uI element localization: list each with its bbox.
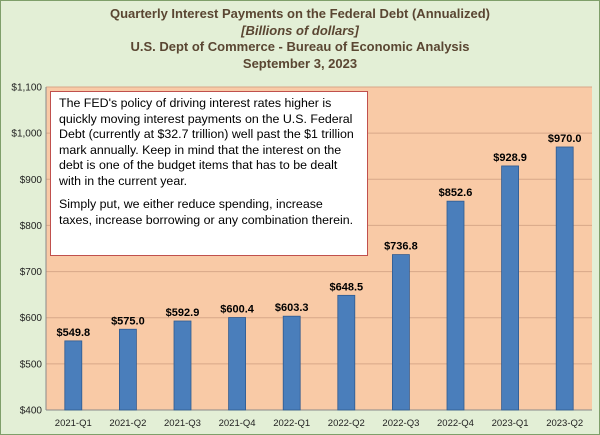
data-label-2022-Q3: $736.8 [384,241,418,253]
data-label-2022-Q1: $603.3 [275,302,309,314]
x-tick-label-2021-Q1: 2021-Q1 [55,418,92,429]
chart-title: Quarterly Interest Payments on the Feder… [110,6,490,21]
x-tick-label-2022-Q2: 2022-Q2 [328,418,365,429]
data-label-2021-Q2: $575.0 [111,315,145,327]
x-tick-label-2022-Q3: 2022-Q3 [382,418,419,429]
x-tick-label-2023-Q2: 2023-Q2 [546,418,583,429]
data-label-2021-Q3: $592.9 [166,307,200,319]
x-tick-label-2022-Q4: 2022-Q4 [437,418,474,429]
bar-2023-Q1 [501,165,520,411]
y-tick-label: $800 [20,221,43,232]
data-label-2021-Q4: $600.4 [220,304,255,316]
chart-date: September 3, 2023 [242,55,358,71]
bar-2021-Q4 [228,317,247,411]
data-label-2023-Q1: $928.9 [493,152,527,164]
annotation-box: The FED's policy of driving interest rat… [50,91,368,256]
bar-2021-Q2 [119,328,137,411]
y-tick-label: $1,100 [11,83,42,94]
y-tick-label: $700 [20,267,43,278]
y-tick-label: $1,000 [11,129,42,140]
y-tick-label: $600 [20,313,43,324]
bar-2022-Q2 [337,294,356,411]
x-tick-label-2021-Q4: 2021-Q4 [219,418,256,429]
bar-2022-Q3 [391,254,410,411]
chart-source: U.S. Dept of Commerce - Bureau of Econom… [130,39,470,54]
x-tick-label-2023-Q1: 2023-Q1 [492,418,529,429]
bar-2021-Q1 [64,340,83,411]
x-tick-label-2021-Q2: 2021-Q2 [109,418,146,429]
y-tick-label: $400 [20,406,43,417]
bar-2023-Q2 [555,146,574,411]
data-label-2021-Q1: $549.8 [56,327,90,339]
data-label-2023-Q2: $970.0 [548,133,582,145]
chart-units: [Billions of dollars] [241,22,359,38]
chart-titles: Quarterly Interest Payments on the Feder… [0,6,600,72]
chart-units-text: Billions of dollars [245,22,355,38]
x-tick-label-2022-Q1: 2022-Q1 [273,418,310,429]
bar-2021-Q3 [173,320,192,411]
data-label-2022-Q2: $648.5 [329,281,363,293]
data-label-2022-Q4: $852.6 [439,187,473,199]
bar-2022-Q1 [282,315,301,411]
y-tick-label: $900 [20,175,43,186]
annotation-paragraph-2: Simply put, we either reduce spending, i… [59,197,354,227]
x-tick-label-2021-Q3: 2021-Q3 [164,418,201,429]
annotation-paragraph-1: The FED's policy of driving interest rat… [59,96,354,188]
y-tick-label: $500 [20,359,43,370]
bar-2022-Q4 [446,200,465,411]
